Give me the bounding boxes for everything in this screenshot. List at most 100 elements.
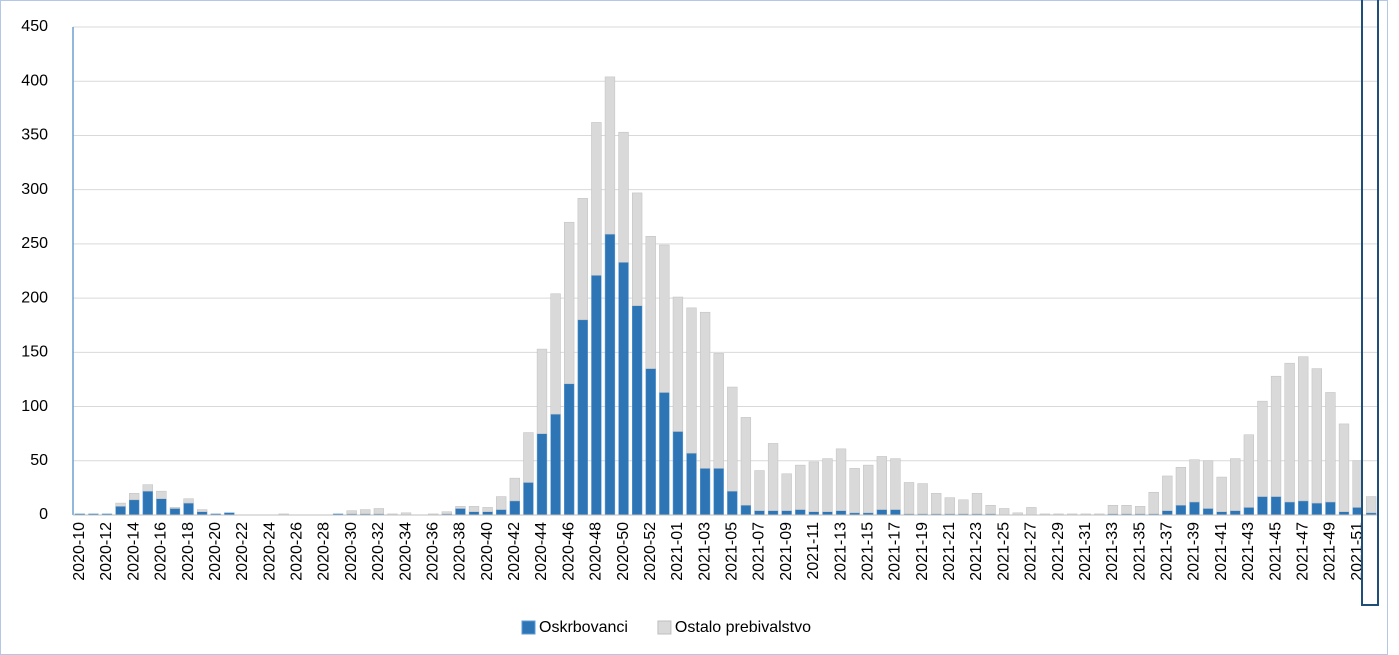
x-tick-label: 2020-44 (533, 522, 550, 581)
x-tick-label: 2020-26 (289, 522, 306, 581)
bar-segment (958, 499, 969, 515)
x-tick-label: 2021-15 (859, 522, 876, 581)
bar-segment (876, 456, 887, 510)
bar-segment (835, 510, 847, 516)
bar-segment (686, 452, 697, 516)
bar-segment (482, 507, 493, 512)
bar-segment (360, 509, 371, 515)
bar-segment (699, 311, 711, 469)
bar-segment (1325, 392, 1336, 503)
x-tick-label: 2020-50 (615, 522, 632, 581)
x-tick-label: 2020-46 (560, 522, 577, 581)
bar-segment (645, 368, 656, 516)
bar-segment (1230, 458, 1241, 511)
x-tick-label: 2020-24 (261, 522, 278, 581)
x-tick-label: 2020-38 (452, 522, 469, 581)
x-tick-label: 2020-20 (207, 522, 224, 581)
x-tick-label: 2021-51 (1349, 522, 1366, 581)
bar-segment (699, 468, 711, 516)
bar-segment (523, 482, 534, 516)
bar-segment (1311, 368, 1322, 504)
bar-segment (903, 482, 915, 515)
bar-segment (1325, 501, 1336, 516)
bar-segment (536, 348, 548, 434)
bar-segment (835, 448, 847, 511)
y-tick-label: 200 (21, 289, 48, 306)
x-tick-label: 2021-17 (887, 522, 904, 581)
x-tick-label: 2021-45 (1267, 522, 1284, 581)
bar-segment (781, 510, 792, 516)
x-tick-label: 2020-42 (506, 522, 523, 581)
bar-segment (631, 192, 643, 306)
bar-segment (740, 417, 752, 506)
bar-segment (754, 470, 765, 511)
bar-segment (373, 508, 385, 515)
bar-segment (1298, 356, 1309, 502)
x-tick-label: 2020-30 (343, 522, 360, 581)
bar-segment (1162, 510, 1173, 516)
x-tick-label: 2021-13 (832, 522, 849, 581)
x-tick-label: 2020-32 (370, 522, 387, 581)
bar-segment (1257, 496, 1268, 516)
bar-segment (1284, 501, 1295, 516)
x-tick-label: 2021-11 (805, 522, 822, 580)
x-tick-label: 2021-03 (696, 522, 713, 581)
bar-segment (1107, 504, 1119, 515)
bar-segment (659, 244, 670, 393)
bar-segment (767, 510, 779, 516)
bar-segment (1270, 496, 1282, 516)
bar-segment (971, 493, 983, 515)
bar-segment (890, 458, 901, 510)
bar-segment (672, 431, 684, 516)
x-tick-label: 2020-12 (98, 522, 115, 581)
bar-segment (1270, 375, 1282, 497)
x-tick-label: 2021-21 (941, 522, 958, 581)
bar-segment (142, 490, 153, 516)
x-tick-label: 2021-27 (1023, 522, 1040, 581)
bar-segment (672, 296, 684, 432)
bar-segment (550, 413, 561, 516)
x-tick-label: 2021-23 (968, 522, 985, 581)
bar-segment (795, 464, 806, 510)
bar-segment (346, 510, 357, 515)
bar-segment (1230, 510, 1241, 516)
bar-segment (1202, 460, 1214, 509)
x-tick-label: 2021-39 (1186, 522, 1203, 581)
x-tick-label: 2021-19 (914, 522, 931, 581)
bar-segment (1243, 507, 1255, 516)
x-tick-label: 2020-52 (642, 522, 659, 581)
bar-segment (1202, 508, 1214, 516)
y-tick-label: 350 (21, 127, 48, 144)
y-tick-label: 100 (21, 398, 48, 415)
bar-segment (1189, 459, 1200, 503)
x-tick-label: 2021-33 (1104, 522, 1121, 581)
y-tick-label: 50 (30, 452, 48, 469)
bar-segment (550, 293, 561, 415)
y-tick-label: 400 (21, 72, 48, 89)
x-tick-label: 2020-28 (316, 522, 333, 581)
bar-segment (129, 493, 140, 501)
bar-segment (618, 262, 629, 516)
bar-segment (509, 500, 520, 516)
x-tick-label: 2021-05 (724, 522, 741, 581)
bar-segment (727, 386, 738, 492)
bar-segment (564, 221, 575, 385)
bar-segment (1189, 501, 1200, 516)
x-tick-label: 2021-25 (995, 522, 1012, 581)
bar-segment (713, 468, 724, 516)
bar-segment (1175, 504, 1187, 516)
bar-segment (713, 353, 724, 469)
bar-segment (115, 506, 126, 516)
x-tick-label: 2020-18 (180, 522, 197, 581)
bar-segment (1216, 476, 1227, 512)
bar-segment (863, 464, 874, 514)
y-tick-label: 0 (39, 506, 48, 523)
x-tick-label: 2021-01 (669, 522, 686, 581)
bar-segment (631, 305, 643, 516)
bar-segment (455, 508, 466, 516)
x-tick-label: 2020-14 (125, 522, 142, 581)
bar-segment (781, 473, 792, 511)
bar-segment (1121, 504, 1132, 515)
x-tick-label: 2021-07 (751, 522, 768, 581)
